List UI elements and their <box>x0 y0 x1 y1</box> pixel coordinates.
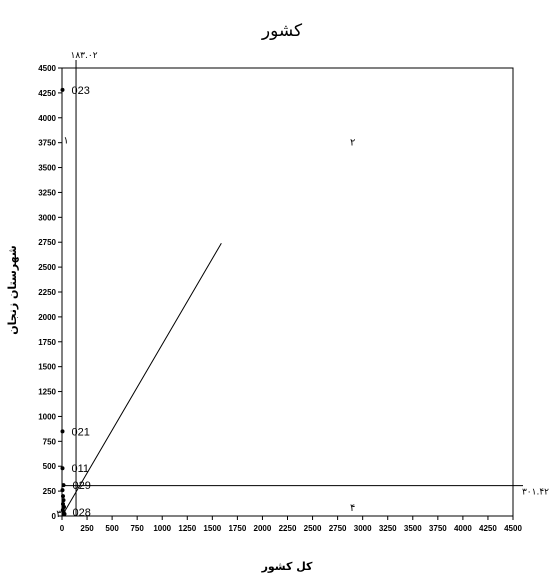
y-tick-label-15: 3750 <box>38 139 56 148</box>
data-points <box>60 87 67 517</box>
y-tick-label-16: 4000 <box>38 114 56 123</box>
y-tick-label-7: 1750 <box>38 338 56 347</box>
data-point-5 <box>61 494 66 499</box>
y-tick-label-12: 3000 <box>38 213 56 222</box>
y-tick-label-8: 2000 <box>38 313 56 322</box>
y-tick-label-3: 750 <box>43 437 57 446</box>
x-tick-label-12: 3000 <box>354 524 372 533</box>
data-point-0 <box>60 87 65 92</box>
x-tick-label-8: 2000 <box>254 524 272 533</box>
data-point-3 <box>61 483 66 488</box>
y-tick-label-6: 1500 <box>38 363 56 372</box>
y-tick-label-14: 3500 <box>38 164 56 173</box>
x-tick-label-16: 4000 <box>454 524 472 533</box>
y-tick-label-9: 2250 <box>38 288 56 297</box>
y-tick-label-11: 2750 <box>38 238 56 247</box>
x-axis-label: کل کشور <box>261 560 313 573</box>
data-point-9 <box>60 508 65 513</box>
plot-frame <box>61 67 514 517</box>
data-point-10 <box>62 512 67 517</box>
x-tick-label-13: 3250 <box>379 524 397 533</box>
quadrant-label-3: ۳ <box>56 509 62 520</box>
y-tick-label-0: 0 <box>52 512 57 521</box>
point-label-011: 011 <box>72 463 90 475</box>
point-label-021: 021 <box>72 426 90 438</box>
point-labels: 023 021 011 029 028 <box>72 85 91 519</box>
vertical-reference-label: ۱۸۳.۰۲ <box>71 51 98 61</box>
y-tick-label-10: 2500 <box>38 263 56 272</box>
quadrant-label-1: ۲ <box>350 138 355 149</box>
x-tick-label-2: 500 <box>105 524 119 533</box>
x-tick-label-6: 1500 <box>203 524 221 533</box>
data-point-1 <box>60 429 65 434</box>
axes: 0 250 500 750 1000 1250 1500 1750 2000 2250 2500 27… <box>38 64 522 533</box>
quadrant-label-2: ۴ <box>350 503 355 514</box>
x-tick-label-0: 0 <box>60 524 65 533</box>
x-tick-label-17: 4250 <box>479 524 497 533</box>
y-tick-label-4: 1000 <box>38 412 56 421</box>
regression-line <box>61 242 222 517</box>
y-tick-label-13: 3250 <box>38 188 56 197</box>
data-point-11 <box>60 488 65 493</box>
point-label-023: 023 <box>72 85 90 97</box>
data-point-2 <box>60 466 65 471</box>
x-tick-label-10: 2500 <box>304 524 322 533</box>
chart-title: کشور <box>261 21 303 41</box>
data-point-6 <box>61 498 66 503</box>
x-tick-label-18: 4500 <box>504 524 522 533</box>
y-tick-label-2: 500 <box>43 462 57 471</box>
y-axis-label: شهرستان زنجان <box>6 245 19 335</box>
x-tick-label-7: 1750 <box>228 524 246 533</box>
y-tick-label-5: 1250 <box>38 388 56 397</box>
x-tick-label-1: 250 <box>80 524 94 533</box>
y-tick-label-1: 250 <box>43 487 57 496</box>
point-label-028: 028 <box>73 507 91 519</box>
x-tick-label-15: 3750 <box>429 524 447 533</box>
x-tick-label-4: 1000 <box>153 524 171 533</box>
regression-line-layer <box>61 242 222 517</box>
point-label-029: 029 <box>73 480 91 492</box>
reference-lines: ۱۸۳.۰۲ ۳۰۱.۴۲ <box>62 51 549 516</box>
y-tick-label-17: 4250 <box>38 89 56 98</box>
y-tick-label-18: 4500 <box>38 64 56 73</box>
x-tick-label-14: 3500 <box>404 524 422 533</box>
quadrant-label-0: ۱ <box>63 136 68 147</box>
x-tick-label-9: 2250 <box>279 524 297 533</box>
horizontal-reference-label: ۳۰۱.۴۲ <box>522 488 549 498</box>
quadrant-labels: ۱ ۲ ۴ ۳ <box>56 136 355 520</box>
x-tick-label-11: 2750 <box>329 524 347 533</box>
x-tick-label-3: 750 <box>130 524 144 533</box>
x-tick-label-5: 1250 <box>178 524 196 533</box>
